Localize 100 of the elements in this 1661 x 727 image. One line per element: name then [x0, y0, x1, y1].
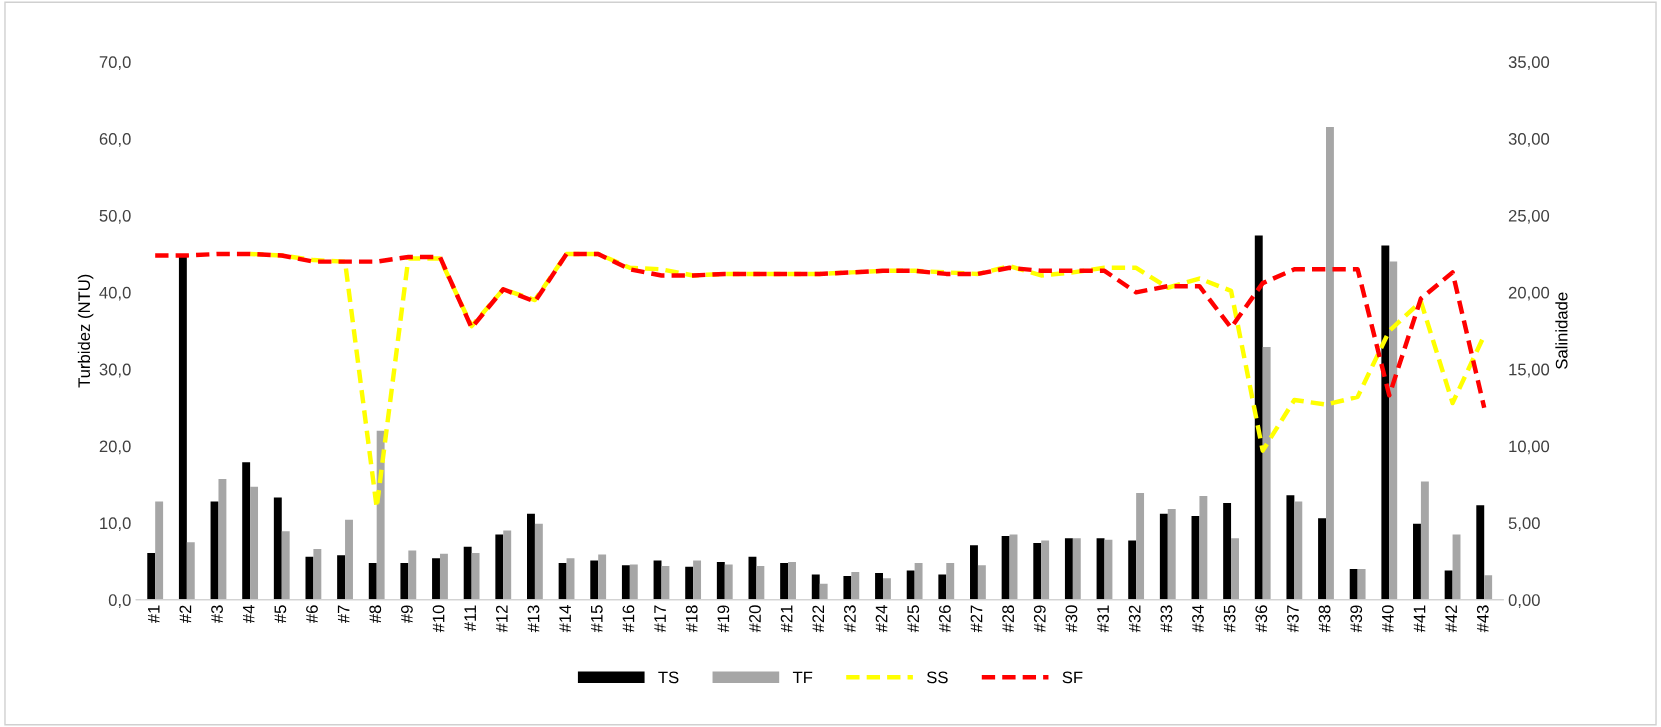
bar [1262, 346, 1271, 600]
bar [1033, 542, 1042, 600]
y2-tick-label: 10,00 [1509, 440, 1550, 455]
x-tick-label: #41 [1413, 605, 1426, 633]
bar [534, 523, 543, 600]
bar [503, 530, 512, 600]
x-tick-label: #11 [464, 605, 476, 632]
x-tick-label: #4 [242, 605, 255, 624]
bar [906, 570, 915, 600]
y2-tick-label: 0,00 [1508, 594, 1540, 608]
x-tick-label: #42 [1445, 605, 1457, 633]
bar [147, 552, 156, 600]
bar [400, 562, 409, 600]
bar [756, 565, 765, 600]
bar [946, 562, 955, 600]
bar [780, 562, 789, 600]
y-tick-label: 20,0 [99, 440, 131, 455]
bar [305, 556, 314, 600]
bar [851, 572, 860, 600]
bar [629, 564, 638, 600]
bar [463, 546, 472, 600]
x-tick-label: #10 [432, 605, 445, 633]
y2-tick-label: 35,00 [1508, 56, 1550, 70]
x-tick-label: #26 [938, 605, 951, 633]
y-tick-label: 50,0 [99, 209, 131, 224]
bar [1128, 540, 1137, 600]
bar [186, 542, 195, 600]
x-tick-label: #43 [1476, 605, 1489, 633]
bar [1104, 539, 1113, 600]
y2-tick-label: 5,00 [1508, 517, 1540, 532]
bar [693, 560, 702, 600]
bar [1286, 495, 1295, 600]
x-tick-label: #20 [749, 605, 761, 633]
y-tick-label: 40,0 [99, 286, 131, 301]
x-tick-label: #14 [559, 605, 571, 633]
bar [558, 562, 567, 600]
bar [432, 558, 440, 600]
legend-label: TF [792, 671, 813, 684]
bar [1476, 505, 1485, 600]
bar [788, 562, 796, 600]
x-tick-label: #13 [527, 605, 540, 633]
bar [345, 519, 353, 600]
y2-tick-label: 30,00 [1508, 133, 1550, 147]
bar [337, 555, 346, 600]
bar [218, 479, 227, 600]
y2-tick-label: 20,00 [1508, 286, 1550, 301]
bar [811, 574, 820, 600]
x-tick-label: #28 [1002, 605, 1015, 633]
bar [281, 531, 290, 600]
bar [471, 552, 480, 600]
bar [621, 565, 630, 600]
x-tick-label: #7 [337, 605, 350, 624]
x-tick-label: #38 [1318, 605, 1331, 633]
bar [1420, 481, 1429, 600]
line-series [152, 251, 1487, 410]
bar [1064, 538, 1073, 600]
bar [716, 562, 725, 600]
y2-tick-label: 25,00 [1508, 209, 1550, 224]
bar [273, 497, 282, 600]
bar [938, 574, 947, 600]
bar [1001, 535, 1010, 600]
bar [1223, 502, 1232, 600]
bar [914, 562, 923, 600]
x-tick-label: #15 [591, 605, 603, 633]
x-tick-label: #23 [844, 605, 856, 633]
x-tick-label: #9 [401, 605, 413, 624]
x-tick-label: #37 [1287, 605, 1299, 633]
bar [1231, 538, 1239, 600]
bar [1136, 492, 1145, 600]
bar [598, 554, 607, 600]
x-tick-label: #18 [685, 605, 698, 633]
y-tick-label: 0,0 [108, 594, 131, 608]
bar [970, 545, 978, 600]
bar [1072, 538, 1081, 600]
x-tick-label: #25 [907, 605, 920, 633]
bar [724, 564, 733, 600]
x-tick-label: #21 [780, 605, 793, 633]
bar [495, 534, 504, 600]
x-tick-label: #1 [148, 605, 160, 624]
bar [155, 501, 164, 600]
y-axis-title: Turbidez (NTU) [77, 274, 94, 388]
bar [1484, 575, 1493, 600]
y-tick-label: 60,0 [99, 133, 131, 147]
x-tick-label: #12 [495, 605, 508, 633]
x-tick-label: #17 [654, 605, 666, 633]
bar [685, 566, 694, 600]
x-tick-label: #27 [970, 605, 983, 633]
bar [843, 575, 852, 600]
bar [1294, 501, 1303, 600]
bar [1413, 523, 1421, 600]
bar [1357, 569, 1366, 600]
x-tick-label: #36 [1255, 605, 1268, 633]
bar [1444, 570, 1453, 600]
legend-label: SF [1062, 671, 1083, 684]
y-tick-label: 30,0 [99, 363, 131, 378]
legend-label: TS [658, 671, 679, 684]
bar [1167, 509, 1176, 600]
bar [882, 578, 891, 600]
y2-tick-label: 15,00 [1509, 363, 1550, 378]
bar [1199, 496, 1208, 600]
